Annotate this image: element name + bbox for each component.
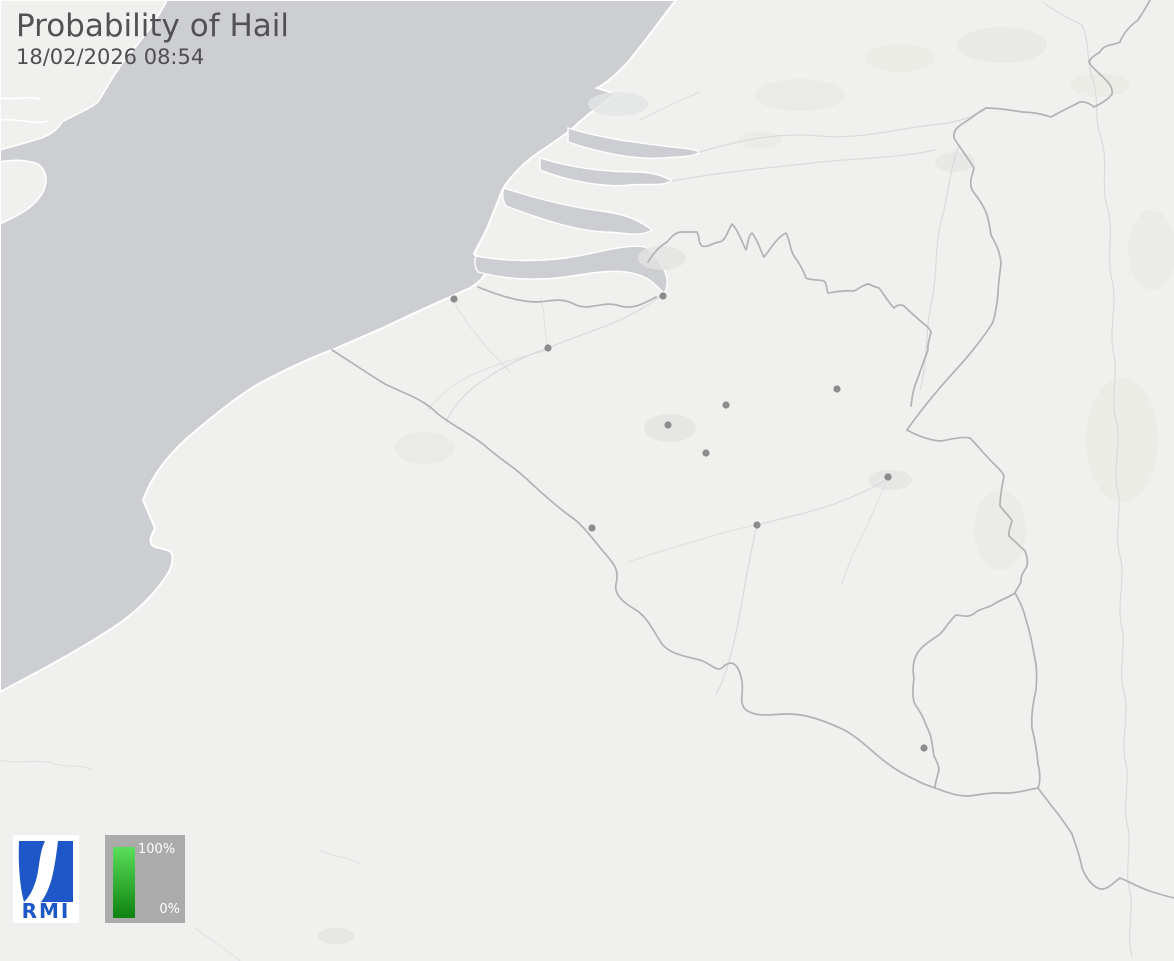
sea-area xyxy=(0,0,678,694)
rmi-logo-text: RMI xyxy=(21,899,71,923)
rivers xyxy=(0,2,1133,961)
map-title: Probability of Hail xyxy=(16,8,289,44)
rmi-logo-graphic xyxy=(18,841,73,902)
city-dot xyxy=(753,521,761,529)
england-coast xyxy=(0,0,168,225)
city-dot xyxy=(833,385,841,393)
city-dot xyxy=(450,295,458,303)
city-dot xyxy=(664,421,672,429)
rmi-logo: RMI xyxy=(13,835,79,923)
legend-max-label: 100% xyxy=(138,842,176,857)
country-borders xyxy=(331,0,1174,899)
city-dot xyxy=(702,449,710,457)
city-dots xyxy=(450,292,928,752)
city-dot xyxy=(544,344,552,352)
city-dot xyxy=(884,473,892,481)
legend-gradient-bar xyxy=(113,847,135,918)
terrain-patches xyxy=(318,27,1174,944)
legend-min-label: 0% xyxy=(159,902,180,917)
city-dot xyxy=(588,524,596,532)
probability-legend: 100% 0% xyxy=(105,835,185,923)
city-dot xyxy=(659,292,667,300)
city-dot xyxy=(722,401,730,409)
city-dot xyxy=(920,744,928,752)
map-datetime: 18/02/2026 08:54 xyxy=(16,45,205,69)
map-header: Probability of Hail 18/02/2026 08:54 xyxy=(16,8,289,69)
